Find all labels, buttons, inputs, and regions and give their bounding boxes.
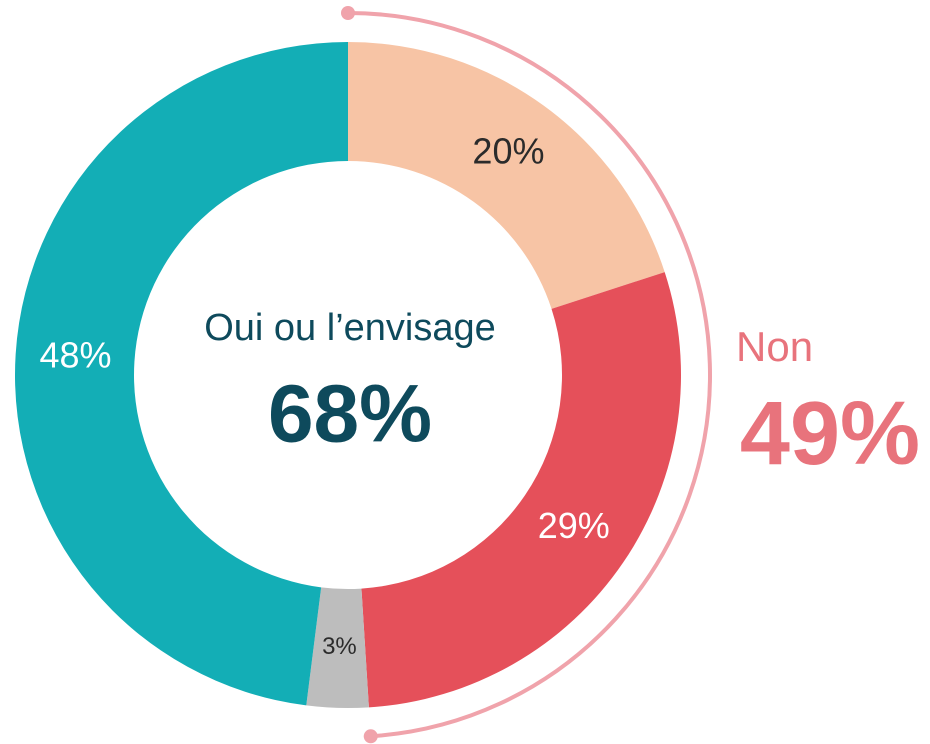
side-label: Non bbox=[736, 323, 813, 370]
value-label: 3% bbox=[322, 633, 357, 660]
value-label: 20% bbox=[472, 131, 544, 172]
donut-slice bbox=[14, 42, 349, 706]
center-figure: 68% bbox=[268, 369, 432, 460]
center-label: Oui ou l’envisage bbox=[204, 307, 496, 349]
bracket-dot bbox=[363, 729, 378, 744]
donut-slice bbox=[348, 42, 665, 309]
side-figure: 49% bbox=[740, 384, 920, 484]
value-label: 29% bbox=[538, 505, 610, 546]
bracket-dot bbox=[341, 6, 355, 20]
value-label: 48% bbox=[40, 334, 112, 375]
donut-slice bbox=[361, 272, 681, 708]
bracket-arc bbox=[347, 11, 712, 739]
donut-slice bbox=[306, 587, 369, 708]
